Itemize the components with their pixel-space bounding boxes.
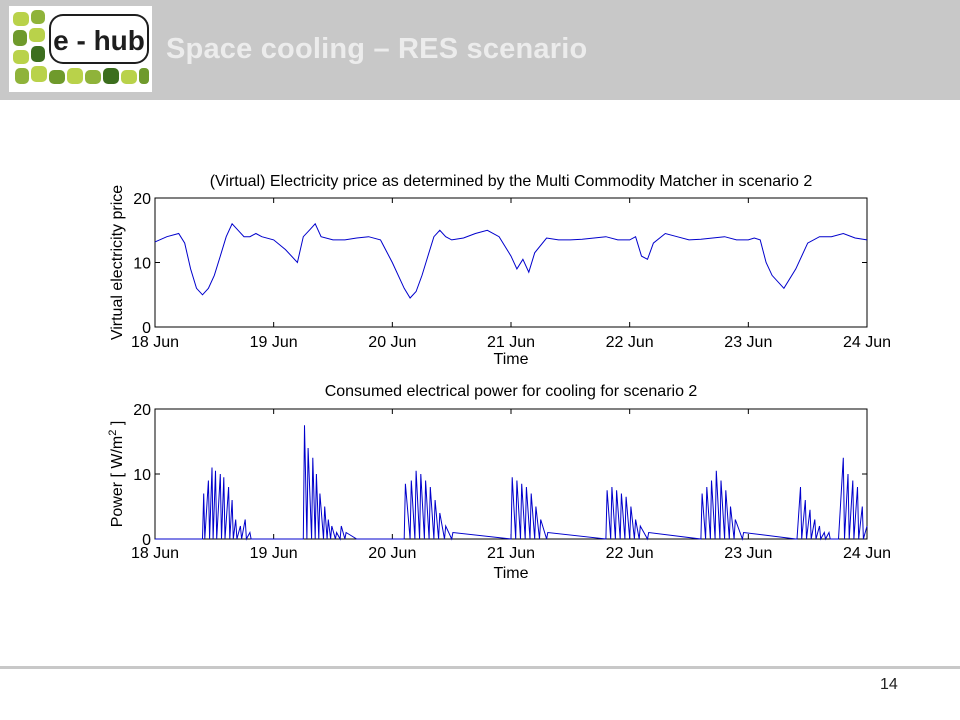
x-axis-label: Time [494, 351, 529, 368]
page-number: 14 [880, 676, 898, 693]
x-tick-label: 24 Jun [843, 334, 891, 351]
y-tick-label: 0 [142, 320, 151, 337]
x-axis-label: Time [494, 565, 529, 582]
e-hub-logo-graphic: e - hub [13, 10, 149, 84]
x-tick-label: 18 Jun [131, 334, 179, 351]
x-tick-label: 19 Jun [250, 545, 298, 562]
y-tick-label: 10 [133, 467, 151, 484]
x-tick-label: 23 Jun [724, 334, 772, 351]
series-line [154, 222, 868, 299]
e-hub-logo: e - hub [9, 6, 152, 92]
y-axis-label: Virtual electricity price [109, 185, 126, 340]
x-tick-label: 23 Jun [724, 545, 772, 562]
chart-1: (Virtual) Electricity price as determine… [109, 173, 891, 368]
y-tick-label: 10 [133, 256, 151, 273]
y-tick-label: 0 [142, 532, 151, 549]
x-tick-label: 19 Jun [250, 334, 298, 351]
y-axis-label-superscript: 2 [107, 430, 119, 436]
x-tick-label: 21 Jun [487, 334, 535, 351]
x-tick-label: 24 Jun [843, 545, 891, 562]
y-axis-label: Power [ W/m2 ] [107, 421, 126, 528]
chart-title: Consumed electrical power for cooling fo… [325, 383, 698, 400]
y-tick-label: 20 [133, 191, 151, 208]
x-tick-label: 20 Jun [368, 334, 416, 351]
chart-2: Consumed electrical power for cooling fo… [107, 383, 891, 582]
footer-rule [0, 666, 960, 669]
header-bar [0, 0, 960, 100]
y-axis-label-suffix: ] [109, 421, 126, 430]
x-tick-label: 21 Jun [487, 545, 535, 562]
x-tick-label: 20 Jun [368, 545, 416, 562]
slide-title: Space cooling – RES scenario [166, 33, 588, 65]
chart-title: (Virtual) Electricity price as determine… [210, 173, 813, 190]
series-line [155, 425, 868, 541]
plot-frame [154, 197, 868, 328]
x-tick-label: 22 Jun [606, 545, 654, 562]
x-tick-label: 18 Jun [131, 545, 179, 562]
x-tick-label: 22 Jun [606, 334, 654, 351]
logo-text: e - hub [53, 25, 145, 56]
y-tick-label: 20 [133, 402, 151, 419]
